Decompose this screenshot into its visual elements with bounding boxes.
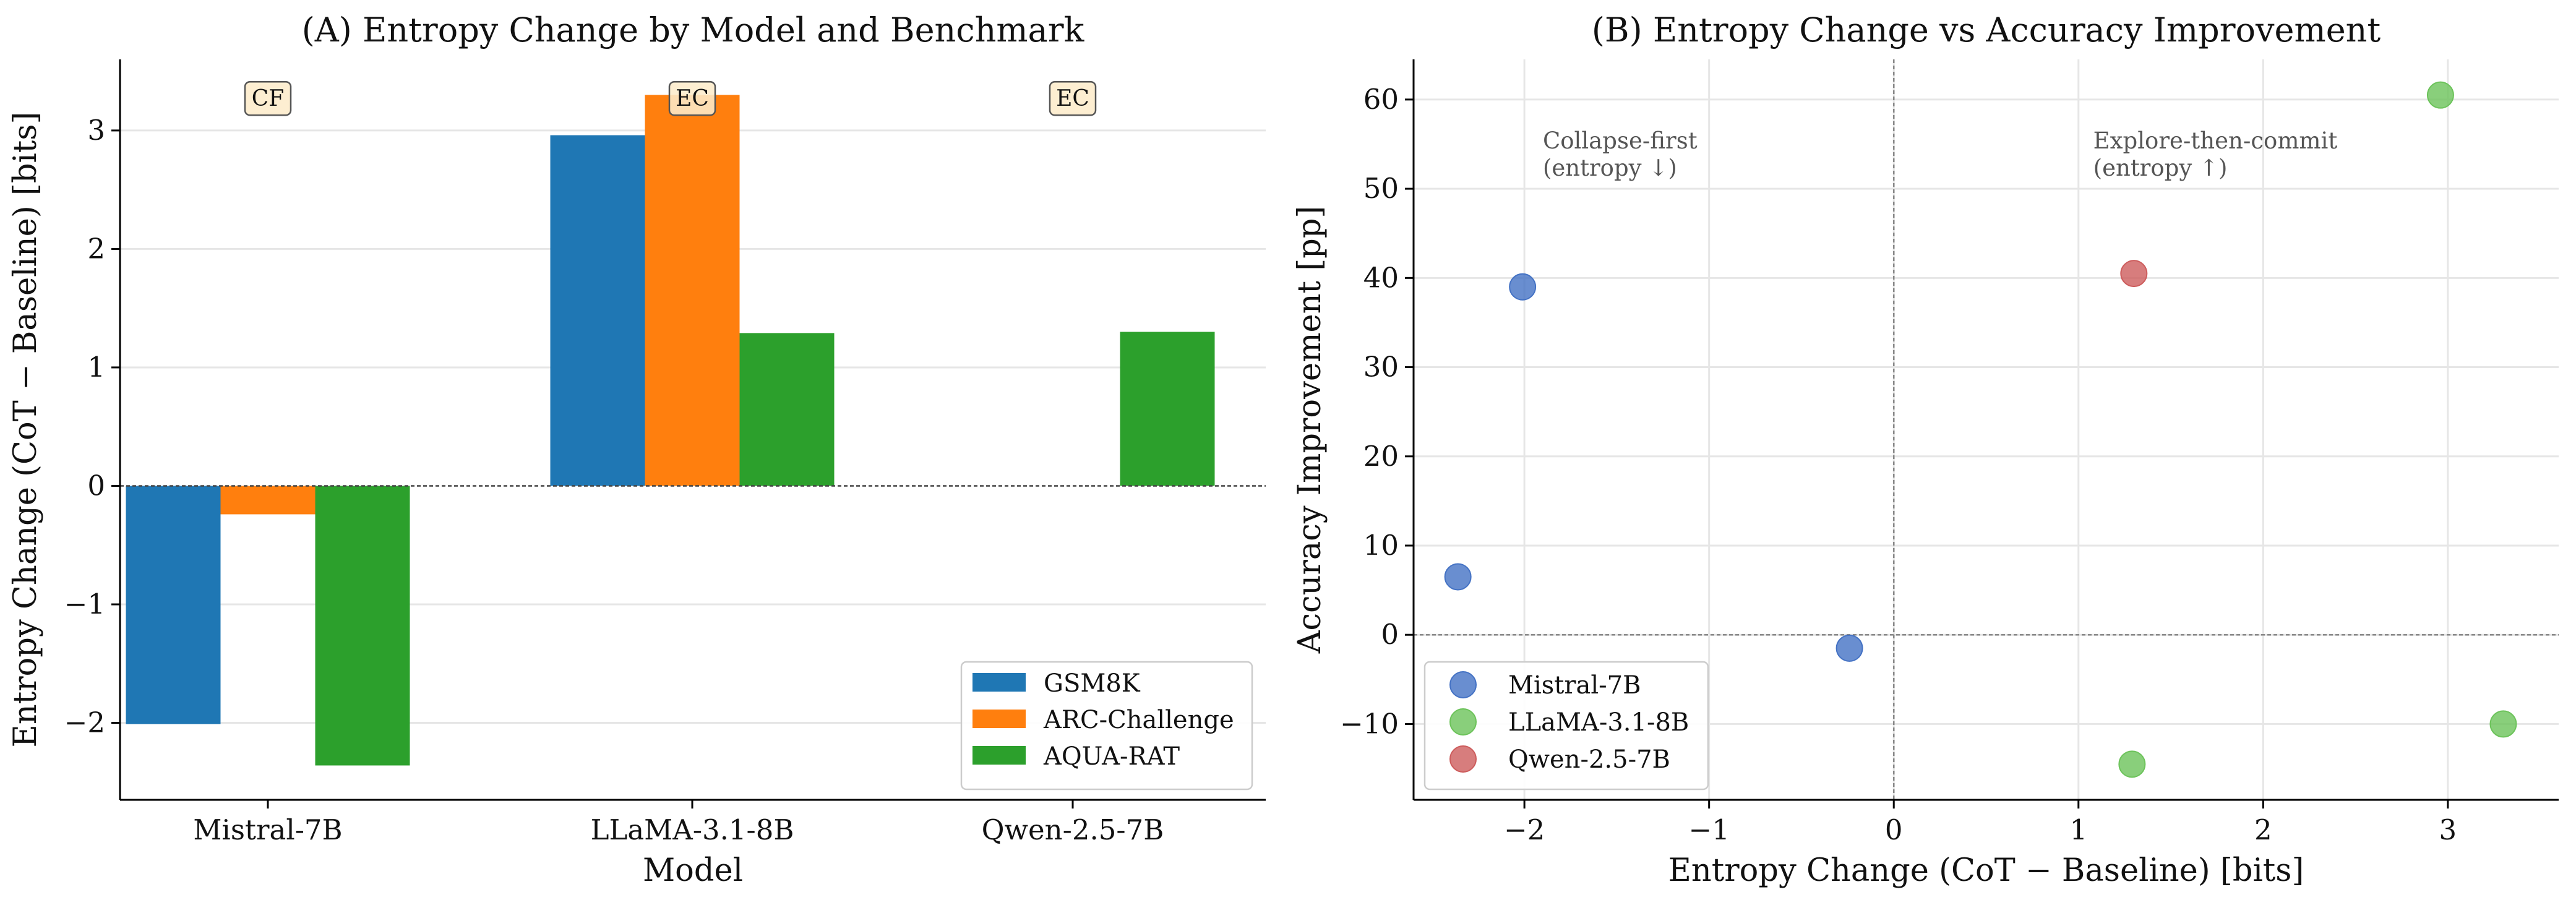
- legend-label: LLaMA-3.1-8B: [1508, 708, 1689, 737]
- y-tick-label: 60: [1363, 83, 1399, 116]
- scatter-point-mistral-7b: [1835, 634, 1863, 662]
- scatter-point-llama-3-1-8b: [2489, 710, 2517, 738]
- legend-label: Mistral-7B: [1508, 671, 1641, 700]
- legend-swatch: [972, 746, 1026, 765]
- y-tick-label: 0: [87, 469, 105, 502]
- legend-label: AQUA-RAT: [1043, 742, 1180, 771]
- panel-a-bar-chart: −2 −1 0 1 2 3 Mistral-7B LLaMA-3.1-8B Qwen-2.5-…: [7, 11, 1266, 889]
- legend-swatch: [972, 710, 1026, 728]
- y-tick-label: −10: [1340, 707, 1399, 740]
- x-tick-label: Mistral-7B: [193, 813, 342, 846]
- panel-b-x-ticks: −2 −1 0 1 2 3: [1504, 800, 2457, 846]
- panel-a-y-ticks: −2 −1 0 1 2 3: [64, 114, 120, 739]
- panel-b-x-axis-label: Entropy Change (CoT − Baseline) [bits]: [1668, 852, 2304, 889]
- panel-b-reference-lines: [1414, 59, 2559, 800]
- y-tick-label: 20: [1363, 440, 1399, 473]
- x-tick-label: 3: [2439, 813, 2457, 846]
- panel-a-y-axis-label: Entropy Change (CoT − Baseline) [bits]: [7, 112, 44, 748]
- bar-aqua-rat-llama-3-1-8b: [739, 333, 835, 486]
- legend-label: GSM8K: [1044, 669, 1141, 698]
- y-tick-label: 50: [1363, 172, 1399, 205]
- panel-b-scatter-chart: Collapse-first(entropy ↓) Explore-then-co…: [1292, 11, 2559, 889]
- panel-a-pattern-badges: CF EC EC: [244, 80, 1097, 116]
- y-tick-label: 1: [87, 351, 105, 384]
- y-tick-label: 40: [1363, 261, 1399, 294]
- pattern-badge: EC: [1049, 80, 1097, 116]
- y-tick-label: 0: [1381, 618, 1399, 651]
- bar-arc-challenge-llama-3-1-8b: [645, 95, 740, 486]
- panel-b-y-ticks: −10 0 10 20 30 40 50 60: [1340, 83, 1414, 740]
- pattern-badge: CF: [244, 80, 292, 116]
- badge-label: EC: [676, 86, 709, 111]
- y-tick-label: 2: [87, 232, 105, 265]
- y-tick-label: −1: [64, 588, 105, 620]
- y-tick-label: 30: [1363, 351, 1399, 384]
- scatter-point-mistral-7b: [1444, 563, 1472, 591]
- region-annotation: Explore-then-commit: [2093, 127, 2338, 154]
- badge-box: [244, 80, 292, 116]
- panel-a-x-ticks: Mistral-7B LLaMA-3.1-8B Qwen-2.5-7B: [193, 800, 1164, 846]
- legend-box: [1423, 661, 1709, 791]
- y-tick-label: 3: [87, 114, 105, 147]
- panel-b-title: (B) Entropy Change vs Accuracy Improveme…: [1592, 11, 2381, 49]
- panel-a-x-axis-label: Model: [643, 852, 743, 889]
- panel-b-legend: Mistral-7B LLaMA-3.1-8B Qwen-2.5-7B: [1423, 661, 1709, 791]
- legend-swatch: [972, 673, 1026, 692]
- legend-label: ARC-Challenge: [1043, 706, 1234, 734]
- region-annotation: (entropy ↓): [1543, 155, 1677, 181]
- panel-a-legend: GSM8K ARC-Challenge AQUA-RAT: [960, 661, 1253, 791]
- scatter-point-qwen-2-5-7b: [2120, 260, 2148, 288]
- region-annotation: (entropy ↑): [2093, 155, 2228, 181]
- x-tick-label: 0: [1885, 813, 1903, 846]
- panel-b-axes: [1412, 59, 2559, 801]
- badge-label: EC: [1056, 86, 1089, 111]
- y-tick-label: 10: [1363, 529, 1399, 562]
- bar-aqua-rat-mistral-7b: [315, 486, 410, 766]
- legend-marker: [1449, 708, 1477, 736]
- badge-box: [668, 80, 716, 116]
- panel-b-points: [1444, 81, 2517, 778]
- x-tick-label: LLaMA-3.1-8B: [591, 813, 794, 846]
- legend-label: Qwen-2.5-7B: [1508, 745, 1670, 774]
- panel-b-y-axis-label: Accuracy Improvement [pp]: [1292, 206, 1328, 654]
- bar-aqua-rat-qwen-2-5-7b: [1120, 332, 1215, 486]
- badge-box: [1049, 80, 1097, 116]
- x-tick-label: −1: [1689, 813, 1730, 846]
- legend-marker: [1449, 671, 1477, 698]
- scatter-point-mistral-7b: [1509, 273, 1537, 301]
- x-tick-label: 1: [2069, 813, 2087, 846]
- panel-a-title: (A) Entropy Change by Model and Benchmar…: [302, 11, 1085, 49]
- legend-box: [960, 661, 1253, 791]
- pattern-badge: EC: [668, 80, 716, 116]
- y-tick-label: −2: [64, 706, 105, 739]
- badge-label: CF: [252, 86, 285, 111]
- x-tick-label: Qwen-2.5-7B: [982, 813, 1164, 846]
- scatter-point-llama-3-1-8b: [2426, 81, 2454, 109]
- scatter-point-llama-3-1-8b: [2118, 750, 2146, 778]
- bar-arc-challenge-mistral-7b: [220, 486, 316, 515]
- legend-marker: [1449, 745, 1477, 773]
- panel-a-bars: [126, 95, 1215, 766]
- bar-gsm8k-llama-3-1-8b: [550, 135, 645, 486]
- bar-gsm8k-mistral-7b: [126, 486, 221, 724]
- panel-b-annotations: Collapse-first(entropy ↓) Explore-then-co…: [1543, 127, 2337, 181]
- region-annotation: Collapse-first: [1543, 127, 1698, 154]
- x-tick-label: −2: [1504, 813, 1545, 846]
- x-tick-label: 2: [2254, 813, 2272, 846]
